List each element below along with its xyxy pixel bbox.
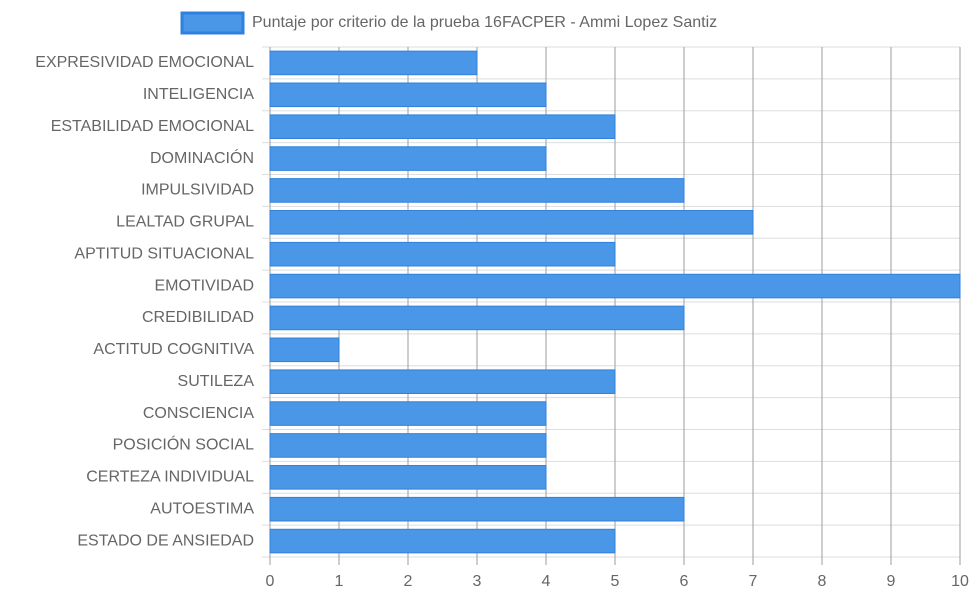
bar[interactable]	[269, 241, 616, 267]
y-axis-label: AUTOESTIMA	[150, 500, 254, 517]
x-axis-tick-label: 1	[335, 573, 344, 590]
y-axis-label: CREDIBILIDAD	[142, 309, 254, 326]
y-axis-label: ESTADO DE ANSIEDAD	[77, 532, 254, 549]
y-axis-label: ESTABILIDAD EMOCIONAL	[51, 118, 254, 135]
bars	[269, 50, 961, 554]
bar[interactable]	[269, 305, 685, 331]
x-axis-tick-label: 8	[818, 573, 827, 590]
x-axis-tick-label: 0	[266, 573, 275, 590]
bar[interactable]	[269, 401, 547, 426]
bar[interactable]	[269, 82, 547, 108]
y-axis-label: SUTILEZA	[178, 373, 255, 390]
y-axis-label: INTELIGENCIA	[143, 86, 254, 103]
bar[interactable]	[269, 50, 478, 76]
x-axis-tick-label: 6	[680, 573, 689, 590]
legend-label: Puntaje por criterio de la prueba 16FACP…	[252, 14, 717, 31]
y-axis-label: CERTEZA INDIVIDUAL	[86, 469, 254, 486]
bar[interactable]	[269, 337, 340, 363]
y-axis-label: APTITUD SITUACIONAL	[74, 245, 254, 262]
y-axis-label: LEALTAD GRUPAL	[116, 214, 254, 231]
x-axis-tick-label: 2	[404, 573, 413, 590]
x-axis-tick-label: 5	[611, 573, 620, 590]
y-axis-labels: EXPRESIVIDAD EMOCIONAL INTELIGENCIA ESTABI…	[35, 54, 254, 549]
bar[interactable]	[269, 146, 547, 171]
y-axis-label: IMPULSIVIDAD	[141, 182, 254, 199]
bar[interactable]	[269, 369, 616, 394]
bar[interactable]	[269, 114, 616, 139]
x-axis-tick-labels: 0 1 2 3 4 5 6 7 8 9 10	[266, 573, 969, 590]
bar[interactable]	[269, 528, 616, 554]
y-axis-label: EXPRESIVIDAD EMOCIONAL	[35, 54, 254, 71]
y-axis-label: EMOTIVIDAD	[154, 277, 254, 294]
x-axis-tick-label: 10	[951, 573, 969, 590]
y-axis-label: POSICIÓN SOCIAL	[113, 435, 254, 454]
x-axis-tick-label: 9	[887, 573, 896, 590]
x-axis-tick-label: 4	[542, 573, 551, 590]
bar[interactable]	[269, 433, 547, 458]
bar[interactable]	[269, 178, 685, 203]
bar[interactable]	[269, 496, 685, 522]
y-axis-label: DOMINACIÓN	[150, 148, 254, 167]
bar[interactable]	[269, 210, 754, 235]
bar[interactable]	[269, 273, 961, 299]
legend[interactable]: Puntaje por criterio de la prueba 16FACP…	[180, 11, 717, 35]
x-axis-tick-label: 3	[473, 573, 482, 590]
y-axis-label: ACTITUD COGNITIVA	[93, 341, 254, 358]
y-axis-label: CONSCIENCIA	[143, 405, 254, 422]
bar[interactable]	[269, 465, 547, 490]
x-axis-tick-label: 7	[749, 573, 758, 590]
legend-swatch	[180, 11, 245, 35]
